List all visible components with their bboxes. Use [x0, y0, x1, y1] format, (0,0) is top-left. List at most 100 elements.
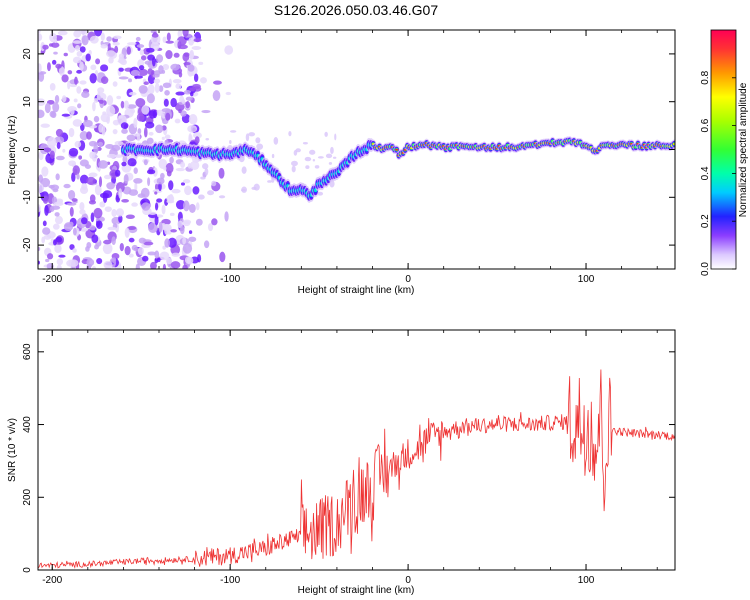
spectrogram-noise-blob: [95, 58, 101, 65]
colorbar-tick-label: 0.6: [700, 118, 711, 132]
spectrogram-noise-blob: [128, 189, 139, 196]
spectrogram-noise-blob: [56, 258, 64, 266]
spectrogram-noise-blob: [211, 218, 218, 226]
spectrogram-noise-blob: [86, 258, 95, 267]
spectrogram-noise-blob: [112, 129, 118, 135]
spectrogram-noise-blob: [175, 83, 182, 90]
spectrogram-noise-blob: [170, 229, 177, 233]
spectrogram-noise-blob: [334, 133, 337, 141]
spectrogram-noise-blob: [126, 46, 131, 55]
spectrogram-noise-blob: [62, 148, 66, 153]
spectrogram-noise-blob: [149, 261, 157, 269]
spectrogram-noise-blob: [173, 52, 180, 58]
spectrogram-noise-blob: [43, 234, 52, 240]
spectrogram-noise-blob: [102, 243, 113, 255]
spectrogram-noise-blob: [68, 259, 79, 267]
spectrogram-noise-blob: [188, 236, 197, 242]
spectrogram-noise-blob: [219, 251, 226, 263]
spectrogram-noise-blob: [180, 161, 186, 168]
spectrogram-noise-blob: [79, 61, 84, 71]
spectrogram-noise-blob: [79, 80, 87, 85]
spectrogram-noise-blob: [154, 215, 159, 226]
spectrogram-noise-blob: [68, 147, 79, 157]
spectrogram-noise-blob: [111, 209, 117, 217]
spectrogram-noise-blob: [90, 64, 97, 71]
spectrogram-noise-blob: [151, 33, 159, 38]
spectrogram-noise-blob: [138, 68, 148, 77]
spectrogram-noise-blob: [81, 35, 89, 46]
spectrogram-noise-blob: [133, 133, 140, 137]
spectrogram-ridge-peak: [395, 148, 399, 151]
spectrogram-noise-blob: [70, 108, 75, 116]
spectrogram-noise-blob: [184, 256, 192, 264]
spectrogram-noise-blob: [63, 183, 71, 189]
spectrogram-noise-blob: [138, 84, 148, 94]
spectrogram-noise-blob: [75, 45, 81, 51]
spectrogram-noise-blob: [189, 49, 195, 60]
spectrogram-noise-blob: [79, 46, 86, 53]
spectrogram-noise-blob: [100, 64, 109, 72]
spectrogram-noise-blob: [218, 167, 225, 179]
spectrogram-noise-blob: [115, 182, 125, 193]
spectrogram-noise-blob: [248, 132, 256, 137]
spectrogram-noise-blob: [169, 156, 174, 164]
spectrogram-noise-blob: [69, 83, 78, 88]
spectrogram-noise-blob: [332, 156, 337, 159]
spectrogram-noise-blob: [200, 176, 206, 180]
spectrogram-noise-blob: [89, 73, 97, 84]
spectrogram-y-tick-label: 20: [22, 48, 33, 60]
spectrogram-noise-blob: [61, 95, 67, 103]
spectrogram-noise-blob: [182, 236, 186, 245]
spectrogram-noise-blob: [158, 221, 163, 233]
spectrogram-noise-blob: [54, 94, 60, 104]
spectrogram-x-label: Height of straight line (km): [298, 285, 415, 296]
spectrogram-noise-blob: [143, 126, 148, 138]
spectrogram-noise-blob: [38, 204, 41, 213]
spectrogram-noise-blob: [126, 226, 137, 231]
spectrogram-noise-blob: [79, 201, 85, 211]
spectrogram-noise-blob: [53, 201, 64, 206]
spectrogram-noise-blob: [137, 47, 141, 51]
spectrogram-noise-blob: [86, 131, 92, 140]
spectrogram-noise-blob: [106, 182, 116, 190]
spectrogram-noise-blob: [49, 32, 57, 43]
spectrogram-noise-blob: [55, 155, 65, 161]
spectrogram-noise-blob: [54, 136, 65, 145]
spectrogram-noise-blob: [179, 225, 185, 235]
spectrogram-noise-blob: [59, 66, 65, 77]
spectrogram-noise-blob: [148, 222, 158, 233]
spectrogram-noise-blob: [160, 172, 165, 180]
spectrogram-noise-blob: [69, 244, 75, 250]
spectrogram-noise-blob: [96, 257, 103, 265]
spectrogram-noise-blob: [165, 162, 174, 174]
spectrogram-noise-blob: [82, 119, 93, 128]
spectrogram-noise-blob: [118, 53, 125, 60]
spectrogram-noise-blob: [330, 146, 334, 155]
colorbar-tick-label: 0.4: [700, 166, 711, 180]
spectrogram-noise-blob: [104, 206, 112, 212]
spectrogram-noise-blob: [195, 202, 200, 211]
spectrogram-noise-blob: [192, 83, 201, 90]
spectrogram-noise-blob: [88, 172, 98, 178]
spectrogram-noise-blob: [127, 78, 132, 83]
spectrogram-noise-blob: [49, 82, 56, 91]
spectrogram-noise-blob: [163, 166, 167, 171]
spectrogram-x-axis: -200 -100 0 100: [42, 30, 658, 285]
spectrogram-noise-blob: [72, 227, 77, 236]
spectrogram-noise-blob: [211, 180, 217, 187]
spectrogram-y-tick-label: 0: [22, 146, 33, 152]
spectrogram-noise-blob: [81, 91, 90, 98]
spectrogram-noise-blob: [151, 56, 156, 67]
spectrogram-noise-blob: [305, 165, 310, 169]
spectrogram-noise-blob: [156, 54, 164, 63]
snr-y-tick-label: 400: [22, 416, 33, 433]
snr-x-tick-label: 100: [578, 575, 595, 586]
spectrogram-noise-blob: [126, 134, 136, 142]
spectrogram-noise-blob: [241, 189, 246, 192]
spectrogram-noise-blob: [123, 174, 129, 184]
spectrogram-noise-blob: [147, 84, 155, 95]
spectrogram-noise-blob: [73, 30, 82, 38]
snr-y-tick-label: 200: [22, 488, 33, 505]
spectrogram-noise-blob: [128, 91, 137, 96]
